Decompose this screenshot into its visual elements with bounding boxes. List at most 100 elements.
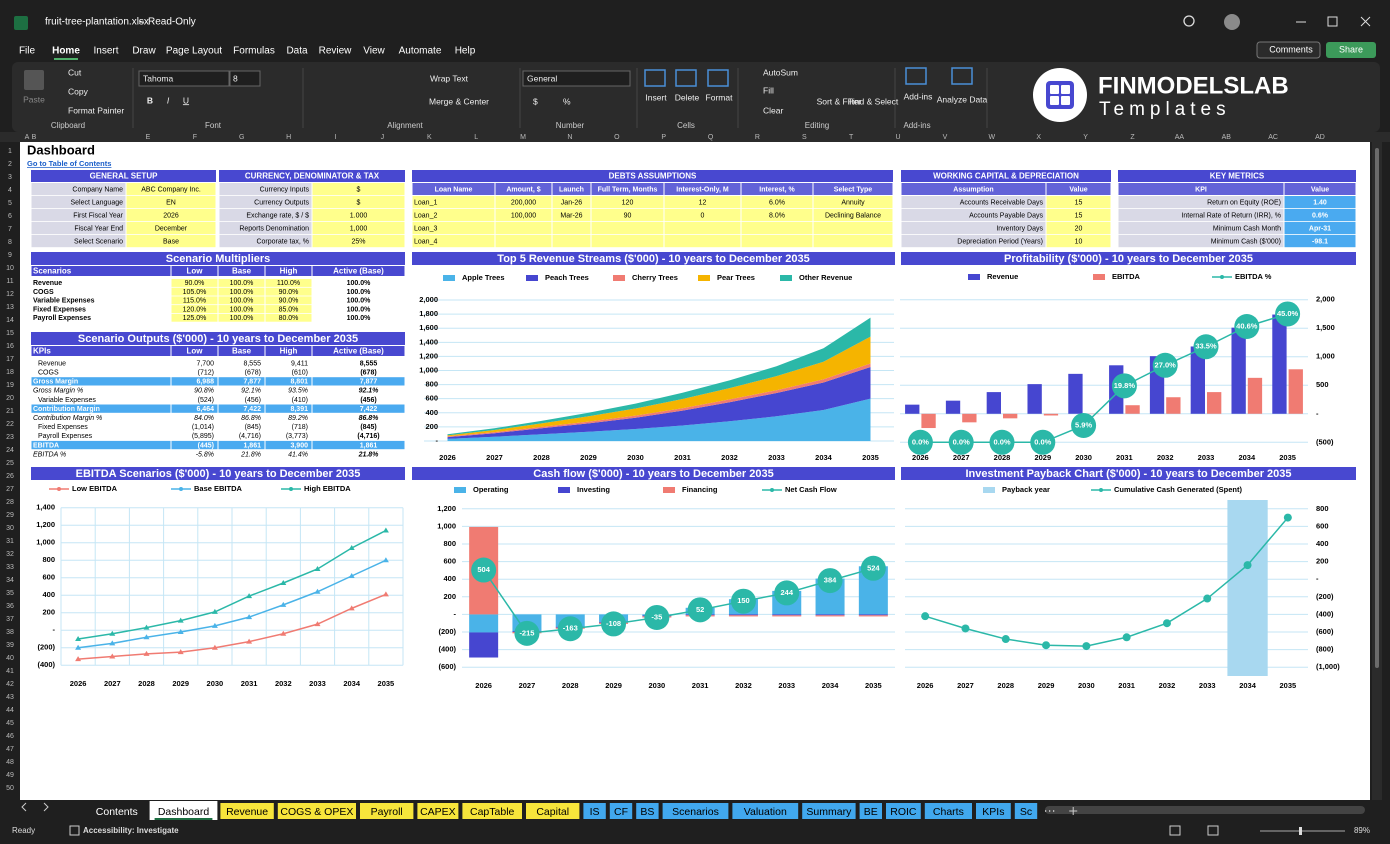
comments-label[interactable]: Comments <box>1269 44 1313 54</box>
ribbon-button[interactable]: Delete <box>675 92 700 102</box>
sheet-tab-label[interactable]: CAPEX <box>420 806 456 818</box>
table-cell <box>412 235 495 248</box>
share-label[interactable]: Share <box>1339 44 1363 54</box>
menu-tab[interactable]: Home <box>52 46 80 57</box>
ribbon-button[interactable]: Copy <box>68 86 89 96</box>
accessibility-icon <box>69 825 80 836</box>
sheet-tab[interactable] <box>583 803 606 819</box>
page-layout-view[interactable] <box>1207 825 1219 836</box>
ribbon-button[interactable]: Find & Select <box>848 96 899 106</box>
ribbon-button[interactable]: Wrap Text <box>430 73 469 83</box>
menu-tab[interactable]: Draw <box>132 46 156 57</box>
sheet-tab[interactable] <box>636 803 659 819</box>
h-scrollbar[interactable] <box>1045 806 1365 814</box>
status-accessibility[interactable]: Accessibility: Investigate <box>83 826 179 835</box>
search-icon[interactable] <box>1183 15 1195 27</box>
ribbon-button[interactable]: Sort & Filter <box>817 96 862 106</box>
zoom-thumb[interactable] <box>1299 827 1302 835</box>
ribbon-button[interactable]: Tahoma <box>143 73 174 83</box>
sheet-tab-label[interactable]: Dashboard <box>158 806 210 818</box>
ribbon-button[interactable]: Clear <box>763 105 783 115</box>
ribbon-button[interactable]: Format <box>706 92 734 102</box>
menu-tab[interactable]: Insert <box>93 46 118 57</box>
ribbon-button[interactable]: U <box>183 95 189 105</box>
sheet-tab-label[interactable]: BS <box>640 806 654 818</box>
menu-tab[interactable]: File <box>19 46 36 57</box>
sheet-tab-label[interactable]: Summary <box>806 806 852 818</box>
ribbon-button[interactable]: 8 <box>233 73 238 83</box>
ribbon-button[interactable]: AutoSum <box>763 67 798 77</box>
ribbon-button[interactable]: Fill <box>763 85 774 95</box>
sheet-tab-label[interactable]: CapTable <box>470 806 515 818</box>
sheet-tab-label[interactable]: Valuation <box>744 806 787 818</box>
sheet-tab[interactable] <box>360 803 414 819</box>
font-name-box[interactable] <box>138 70 230 87</box>
sheet-tab-label[interactable]: Sc <box>1020 806 1032 818</box>
ribbon-button[interactable]: General <box>527 73 557 83</box>
x-tick-label: 2028 <box>994 453 1011 462</box>
toc-link[interactable]: Go to Table of Contents <box>27 159 111 168</box>
restore[interactable] <box>1327 16 1338 27</box>
font-size-box[interactable] <box>229 70 261 87</box>
share-button[interactable] <box>1326 42 1376 58</box>
menu-tab[interactable]: Formulas <box>233 46 275 57</box>
sheet-tab[interactable] <box>924 803 972 819</box>
sheet-tab-label[interactable]: Contents <box>96 806 138 818</box>
sheet-tab[interactable] <box>662 803 729 819</box>
comments-button[interactable] <box>1256 41 1321 59</box>
ribbon-button[interactable]: Format Painter <box>68 105 124 115</box>
sheet-tab[interactable] <box>462 803 522 819</box>
table-cell <box>219 209 312 222</box>
ribbon-button[interactable]: Insert <box>645 92 667 102</box>
scroll-thumb[interactable] <box>1375 148 1379 668</box>
sheet-tab-label[interactable]: BE <box>864 806 878 818</box>
sheet-tab[interactable] <box>976 803 1011 819</box>
ribbon-button[interactable]: Analyze Data <box>937 94 988 104</box>
menu-tab[interactable]: View <box>363 46 385 57</box>
sheet-tab[interactable] <box>802 803 856 819</box>
ribbon-button[interactable]: Paste <box>23 94 45 104</box>
ribbon-button[interactable]: B <box>147 95 153 105</box>
sheet-tab-label[interactable]: Charts <box>933 806 964 818</box>
sheet-tab[interactable] <box>526 803 580 819</box>
sheet-tab[interactable] <box>1014 803 1038 819</box>
sheet-tab-label[interactable]: Capital <box>536 806 569 818</box>
sheet-tab-label[interactable]: IS <box>590 806 600 818</box>
menu-tab[interactable]: Help <box>455 46 476 57</box>
number-format-box[interactable] <box>522 70 631 87</box>
ribbon-button[interactable]: I <box>167 95 170 105</box>
sheet-tab-label[interactable]: KPIs <box>982 806 1004 818</box>
sheet-tab[interactable] <box>886 803 921 819</box>
sheet-tab[interactable] <box>277 803 356 819</box>
sheet-tab-label[interactable]: CF <box>614 806 628 818</box>
data-point <box>246 614 253 620</box>
ribbon-button[interactable]: % <box>563 96 571 106</box>
ribbon-button[interactable]: Add-ins <box>904 91 933 101</box>
table-cell-text: Minimum Cash ($'000) <box>1211 238 1281 245</box>
menu-tab[interactable]: Data <box>286 46 308 57</box>
sheet-tab[interactable] <box>859 803 882 819</box>
sheet-tab[interactable] <box>417 803 459 819</box>
menu-tab[interactable]: Review <box>319 46 353 57</box>
sheet-tab[interactable] <box>732 803 799 819</box>
avatar[interactable] <box>1224 14 1240 30</box>
normal-view[interactable] <box>1169 825 1181 836</box>
menu-tab[interactable]: Automate <box>399 46 442 57</box>
sheet-tab-label[interactable]: Payroll <box>371 806 403 818</box>
sheet-tab-active[interactable] <box>149 801 218 820</box>
sheet-tab[interactable] <box>609 803 633 819</box>
menu-tab[interactable]: Page Layout <box>166 46 222 57</box>
sheet-tab-label[interactable]: Revenue <box>226 806 268 818</box>
chart-title: Top 5 Revenue Streams ($'000) - 10 years… <box>497 253 809 265</box>
sheet-tab[interactable] <box>220 803 274 819</box>
sheet-tab-label[interactable]: ROIC <box>890 806 917 818</box>
table-cell <box>412 222 495 235</box>
close[interactable] <box>1360 16 1371 27</box>
sheet-tab-label[interactable]: COGS & OPEX <box>280 806 353 818</box>
ribbon-button[interactable]: $ <box>533 96 538 106</box>
ribbon-button[interactable]: Cut <box>68 67 82 77</box>
zoom-level[interactable]: 89% <box>1354 826 1370 835</box>
sheet-tab-label[interactable]: Scenarios <box>672 806 719 818</box>
ribbon-button[interactable]: Merge & Center <box>429 96 489 106</box>
table-cell-text: Gross Margin <box>33 379 78 386</box>
